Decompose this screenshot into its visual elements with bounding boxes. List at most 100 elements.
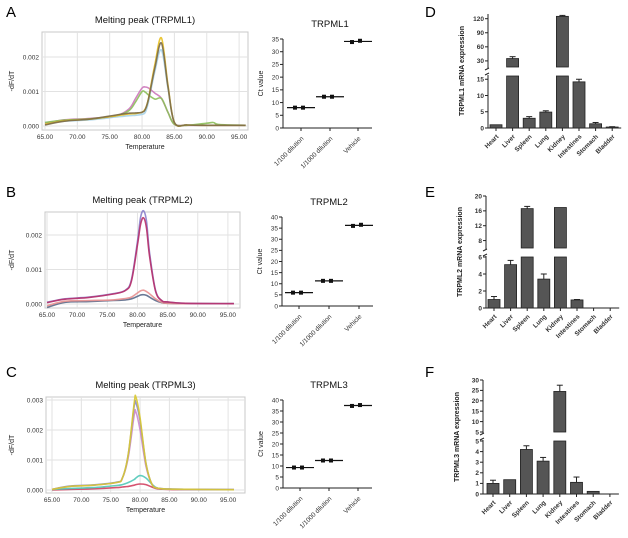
ct-data-point: [291, 290, 295, 295]
panel-label-b: B: [6, 184, 16, 201]
panel-label-c: C: [6, 364, 17, 381]
bar-kidney-upper: [553, 391, 567, 433]
y-tick-label: 5: [274, 292, 278, 299]
axis-break-mark: [479, 437, 485, 441]
y-axis-label: TRPML3 mRNA expression: [454, 392, 461, 482]
plot-area: [44, 211, 241, 309]
y-tick-label: 0.000: [23, 124, 40, 131]
axis-break-mark: [479, 432, 485, 436]
y-tick-label: 1: [475, 481, 479, 488]
melt-curve-trace-4: [46, 216, 234, 305]
bar-kidney-upper: [554, 207, 567, 249]
y-axis-label: TRPML2 mRNA expression: [457, 207, 464, 297]
x-tick-label: 85.00: [166, 134, 183, 141]
y-tick-label: 3: [475, 460, 479, 467]
bar-heart: [489, 124, 503, 129]
y-axis-label: -dF/dT: [9, 70, 16, 91]
melt-curve-trace-5: [44, 42, 246, 127]
x-tick-label: 95.00: [231, 134, 248, 141]
bar-kidney: [553, 440, 567, 495]
ct-data-point: [329, 278, 333, 283]
y-tick-label: 0.002: [26, 233, 43, 240]
chart-title: TRPML3: [310, 380, 347, 391]
y-tick-label: 120: [473, 16, 484, 23]
x-tick-label: 65.00: [39, 312, 56, 319]
ct-data-point: [321, 278, 325, 283]
panel-label-f: F: [425, 364, 434, 381]
y-tick-label: 40: [272, 397, 280, 404]
y-tick-label: 5: [475, 438, 479, 445]
x-category-label: Spleen: [512, 313, 532, 333]
x-tick-label: 95.00: [220, 497, 237, 504]
y-tick-label: 60: [477, 44, 485, 51]
ct-data-point: [359, 222, 363, 227]
y-tick-label: 30: [271, 237, 279, 244]
x-category-label: Heart: [484, 133, 501, 150]
y-tick-label: 0: [475, 491, 479, 498]
y-tick-label: 90: [477, 30, 485, 37]
bar-liver-upper: [506, 58, 520, 68]
bar-spleen: [520, 256, 534, 309]
axis-break-mark: [482, 253, 488, 257]
x-tick-label: 70.00: [73, 497, 90, 504]
y-tick-label: 5: [475, 429, 479, 436]
y-tick-label: 0.001: [26, 267, 43, 274]
x-category-label: Spleen: [511, 499, 531, 519]
y-tick-label: 10: [477, 93, 485, 100]
x-category-label: Vehicle: [343, 495, 363, 515]
y-tick-label: 0: [274, 303, 278, 310]
x-category-label: Heart: [481, 499, 498, 516]
chart-title: TRPML1: [311, 19, 348, 30]
y-tick-label: 10: [472, 419, 480, 426]
y-tick-label: 0: [480, 125, 484, 132]
chart-title: Melting peak (TRPML1): [95, 15, 195, 26]
ct-data-point: [321, 458, 325, 463]
x-category-label: 1/100 dilution: [271, 313, 304, 346]
x-tick-label: 75.00: [103, 497, 120, 504]
bar-intestines: [572, 81, 586, 129]
y-tick-label: 0.000: [27, 488, 44, 495]
y-axis-label: Ct value: [258, 71, 265, 97]
bar-heart: [487, 299, 501, 309]
y-tick-label: 0.001: [23, 89, 40, 96]
bar-liver: [504, 264, 518, 309]
chart-title: TRPML2: [310, 197, 347, 208]
y-tick-label: 4: [475, 449, 479, 456]
y-tick-label: 0.001: [27, 458, 44, 465]
bar-heart: [486, 483, 500, 495]
y-tick-label: 40: [271, 214, 279, 221]
x-tick-label: 90.00: [191, 497, 208, 504]
bar-kidney: [554, 256, 567, 309]
y-axis-label: -dF/dT: [9, 434, 16, 455]
bar-lung: [537, 278, 551, 309]
y-tick-label: 20: [472, 398, 480, 405]
x-category-label: Spleen: [514, 133, 534, 153]
y-tick-label: 2: [475, 470, 479, 477]
x-axis-label: Temperature: [125, 144, 164, 151]
y-tick-label: 25: [472, 388, 480, 395]
x-axis-label: Temperature: [123, 322, 162, 329]
bar-spleen: [522, 117, 536, 129]
y-tick-label: 30: [472, 377, 480, 384]
y-tick-label: 8: [478, 238, 482, 245]
y-tick-label: 10: [272, 463, 280, 470]
bar-spleen-upper: [520, 208, 534, 249]
y-tick-label: 15: [272, 87, 280, 94]
chart-title: Melting peak (TRPML3): [95, 380, 195, 391]
bar-intestines: [570, 481, 583, 495]
y-tick-label: 35: [271, 225, 279, 232]
x-tick-label: 65.00: [44, 497, 61, 504]
y-tick-label: 0: [275, 485, 279, 492]
bar-lung: [539, 111, 553, 129]
y-tick-label: 5: [480, 109, 484, 116]
y-tick-label: 0.003: [27, 398, 44, 405]
ct-data-point: [350, 403, 354, 408]
x-tick-label: 90.00: [199, 134, 216, 141]
x-category-label: Heart: [482, 313, 499, 330]
ct-data-point: [301, 105, 305, 110]
y-tick-label: 4: [478, 271, 482, 278]
y-tick-label: 30: [272, 419, 280, 426]
